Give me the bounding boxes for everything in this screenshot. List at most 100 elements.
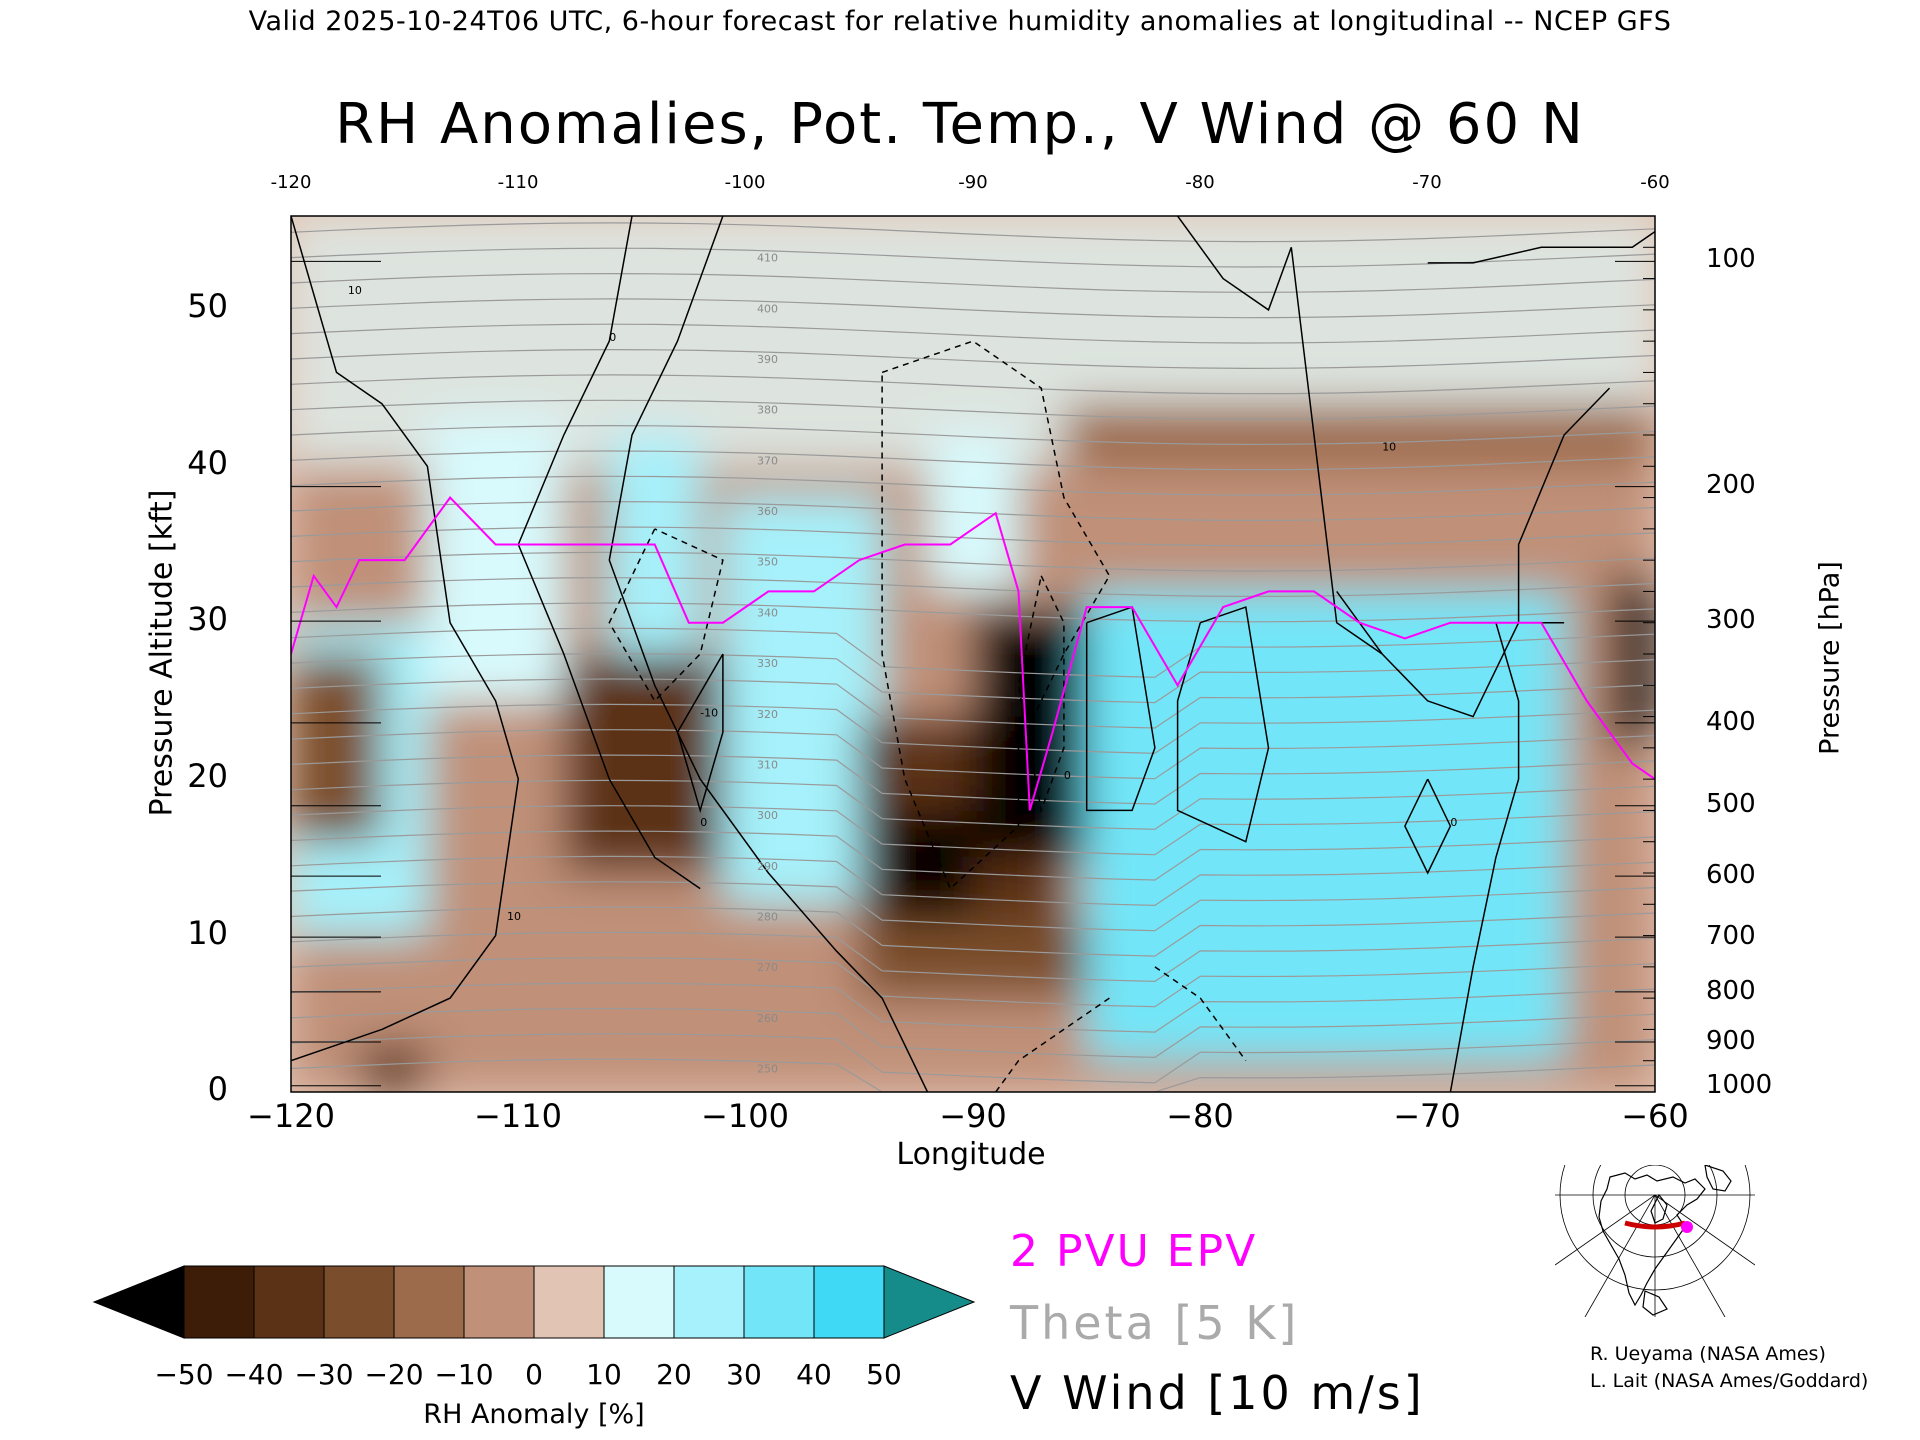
pressure-tick-label: 400: [1706, 707, 1756, 737]
theta-contour-line: [291, 1033, 1655, 1084]
theta-contour-line: [291, 577, 1655, 598]
top-tick-label: -60: [1640, 172, 1670, 193]
colorbar-tick-label: −10: [434, 1358, 494, 1391]
top-tick-label: -90: [958, 172, 988, 193]
vwind-contour-line: [1154, 966, 1247, 1062]
colorbar-cell: [813, 1265, 885, 1339]
vwind-contour-line: [291, 216, 520, 1062]
theta-contour-label: 340: [757, 606, 778, 619]
epv-2pvu-line: [291, 496, 1655, 811]
legend-vwind: V Wind [10 m/s]: [1010, 1366, 1425, 1420]
colorbar-cell: [183, 1265, 255, 1339]
colorbar-tick-label: 20: [656, 1358, 692, 1391]
theta-contour-label: 350: [757, 556, 778, 569]
colorbar-tick-label: 0: [525, 1358, 543, 1391]
colorbar-cell: [673, 1265, 745, 1339]
y-tick-label: 0: [207, 1070, 228, 1108]
pressure-tick-label: 200: [1706, 470, 1756, 500]
vwind-contour-line: [1176, 606, 1270, 843]
theta-contour-label: 360: [757, 505, 778, 518]
vwind-contour-line: [1449, 622, 1520, 1092]
y-tick-label: 10: [187, 914, 228, 952]
theta-contour-line: [291, 450, 1655, 471]
top-tick-label: -70: [1412, 172, 1442, 193]
theta-contour-line: [291, 1007, 1655, 1059]
colorbar-cell: [393, 1265, 465, 1339]
pressure-tick-label: 100: [1706, 244, 1756, 274]
credit-line: L. Lait (NASA Ames/Goddard): [1590, 1370, 1869, 1392]
theta-contour-label: 310: [757, 758, 778, 771]
colorbar-underflow: [92, 1265, 185, 1339]
rh-region: [427, 419, 564, 701]
colorbar-cell: [533, 1265, 605, 1339]
colorbar-cell: [253, 1265, 325, 1339]
rh-region: [563, 654, 723, 873]
theta-contour-line: [291, 830, 1655, 881]
vwind-contour-line: [1427, 230, 1655, 264]
vwind-contour-line: [995, 997, 1110, 1092]
theta-contour-line: [291, 526, 1655, 547]
theta-contour-line: [291, 399, 1655, 420]
credit-line: R. Ueyama (NASA Ames): [1590, 1343, 1826, 1365]
theta-contour-line: [291, 602, 1655, 623]
theta-contour-label: 370: [757, 454, 778, 467]
theta-contour-line: [291, 298, 1655, 319]
x-tick-label: −100: [701, 1097, 789, 1135]
pressure-tick-label: 800: [1706, 976, 1756, 1006]
vwind-contour-label: 0: [700, 816, 707, 829]
polar-locator-map-icon: [1555, 1165, 1755, 1317]
x-tick-label: −80: [1166, 1097, 1234, 1135]
theta-contours: [291, 222, 1655, 1092]
y-tick-label: 30: [187, 600, 228, 638]
colorbar-tick-label: −40: [224, 1358, 284, 1391]
theta-contour-line: [291, 627, 1655, 678]
colorbar-tick-label: 40: [796, 1358, 832, 1391]
colorbar-tick-label: −20: [364, 1358, 424, 1391]
pressure-tick-label: 700: [1706, 921, 1756, 951]
top-tick-label: -120: [270, 172, 312, 193]
theta-contour-line: [291, 678, 1655, 729]
theta-contour-line: [291, 247, 1655, 268]
theta-contour-line: [291, 653, 1655, 704]
theta-contour-line: [291, 348, 1655, 370]
vwind-contour-label: 10: [1382, 441, 1396, 454]
colorbar-tick-label: −50: [154, 1358, 214, 1391]
theta-contour-line: [291, 881, 1655, 932]
theta-contour-line: [291, 729, 1655, 780]
theta-contour-line: [291, 272, 1655, 293]
vwind-contour-label: 0: [1064, 769, 1071, 782]
vwind-contour-line: [517, 216, 701, 890]
x-axis-label: Longitude: [896, 1137, 1046, 1172]
theta-contour-label: 300: [757, 809, 778, 822]
theta-contour-label: 400: [757, 302, 778, 315]
x-tick-label: −120: [247, 1097, 335, 1135]
vwind-contour-line: [676, 653, 724, 814]
theta-contour-line: [291, 805, 1655, 856]
chart-title: RH Anomalies, Pot. Temp., V Wind @ 60 N: [335, 92, 1585, 157]
theta-contour-line: [291, 475, 1655, 496]
theta-contour-label: 270: [757, 961, 778, 974]
plot-frame: [290, 215, 1656, 1093]
colorbar-cell: [743, 1265, 815, 1339]
colorbar-cell: [463, 1265, 535, 1339]
theta-contour-label: 260: [757, 1012, 778, 1025]
theta-contour-line: [291, 931, 1655, 983]
vwind-contour-line: [1404, 778, 1452, 875]
theta-contour-line: [291, 703, 1655, 754]
vwind-contour-line: [881, 340, 1111, 890]
pressure-tick-label: 600: [1706, 860, 1756, 890]
colorbar-overflow: [883, 1265, 976, 1339]
theta-contour-label: 250: [757, 1063, 778, 1076]
colorbar-tick-label: 10: [586, 1358, 622, 1391]
x-tick-label: −90: [939, 1097, 1007, 1135]
theta-contour-line: [291, 906, 1655, 957]
y-tick-label: 20: [187, 757, 228, 795]
theta-contour-label: 280: [757, 910, 778, 923]
forecast-header: Valid 2025-10-24T06 UTC, 6-hour forecast…: [248, 6, 1672, 37]
theta-contour-label: 320: [757, 708, 778, 721]
vwind-contour-label: -10: [700, 707, 718, 720]
legend-epv: 2 PVU EPV: [1010, 1226, 1258, 1277]
theta-contour-line: [291, 323, 1655, 344]
x-tick-label: −60: [1621, 1097, 1689, 1135]
